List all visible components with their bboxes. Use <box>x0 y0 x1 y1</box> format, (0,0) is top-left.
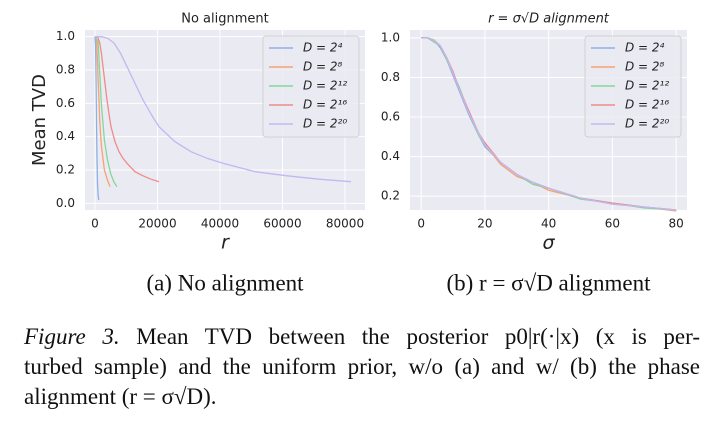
series-line <box>95 36 352 183</box>
x-tick-label: 40 <box>541 217 556 231</box>
y-tick-label: 0.0 <box>56 196 75 210</box>
y-tick-label: 0.2 <box>56 163 75 177</box>
caption-line: turbed sample) and the uniform prior, w/… <box>24 354 700 379</box>
x-tick-label: 20000 <box>138 217 176 231</box>
legend-label: D = 2¹² <box>625 79 669 93</box>
legend-label: D = 2⁴ <box>303 41 343 55</box>
legend-label: D = 2²⁰ <box>303 117 347 131</box>
figure-caption: Figure 3. Mean TVD between the posterior… <box>24 322 700 412</box>
y-tick-label: 0.8 <box>56 63 75 77</box>
x-tick-label: 40000 <box>201 217 239 231</box>
caption-line: Figure 3. Mean TVD between the posterior… <box>24 322 700 352</box>
legend-label: D = 2¹⁶ <box>625 98 669 112</box>
x-tick-label: 0 <box>91 217 99 231</box>
legend-label: D = 2⁴ <box>625 41 665 55</box>
series-line <box>94 36 118 188</box>
legend-label: D = 2¹² <box>303 79 347 93</box>
series-line <box>94 36 100 201</box>
series-line <box>421 37 677 211</box>
y-tick-label: 0.6 <box>381 110 400 124</box>
caption-text: Mean TVD between the posterior p0|r(·|x)… <box>136 324 701 349</box>
chart-title: No alignment <box>181 12 269 27</box>
y-tick-label: 1.0 <box>381 30 400 44</box>
x-tick-label: 80 <box>669 217 684 231</box>
x-tick-label: 60 <box>605 217 620 231</box>
subcaption: (b) r = σ√D alignment <box>446 270 651 295</box>
y-tick-label: 0.6 <box>56 96 75 110</box>
y-tick-label: 0.4 <box>381 149 400 163</box>
y-tick-label: 1.0 <box>56 29 75 43</box>
legend-label: D = 2²⁰ <box>625 117 669 131</box>
x-axis-label: σ <box>542 232 555 254</box>
caption-label: Figure 3. <box>24 324 120 349</box>
legend <box>584 35 682 138</box>
legend-label: D = 2⁸ <box>625 60 665 74</box>
x-tick-label: 80000 <box>326 217 364 231</box>
legend <box>262 35 360 138</box>
figure: 0.0 0.2 0.4 0.6 0.8 1.0 0 20000 40000 60000 80000 N… <box>29 12 687 295</box>
x-axis-label: r <box>221 232 230 254</box>
legend-label: D = 2¹⁶ <box>303 98 347 112</box>
y-tick-label: 0.2 <box>381 189 400 203</box>
x-tick-label: 60000 <box>263 217 301 231</box>
legend-label: D = 2⁸ <box>303 60 343 74</box>
x-tick-label: 0 <box>417 217 425 231</box>
y-tick-label: 0.4 <box>56 129 75 143</box>
y-axis-label: Mean TVD <box>29 74 50 166</box>
series-line <box>94 36 111 187</box>
subcaption: (a) No alignment <box>146 270 304 295</box>
x-tick-label: 20 <box>477 217 492 231</box>
y-tick-label: 0.8 <box>381 70 400 84</box>
caption-line: alignment (r = σ√D). <box>24 384 217 409</box>
series-line <box>95 36 160 183</box>
chart-title: r = σ√D alignment <box>488 12 610 27</box>
